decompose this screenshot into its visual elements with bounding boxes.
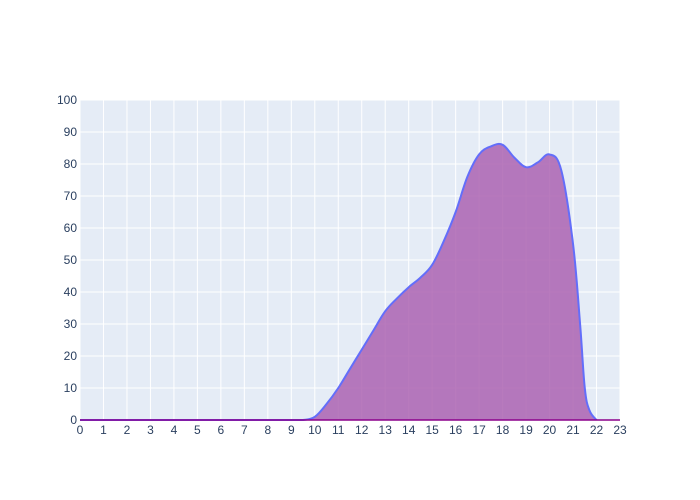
- x-tick-label: 5: [194, 423, 201, 437]
- x-tick-label: 9: [288, 423, 295, 437]
- x-tick-label: 13: [379, 423, 393, 437]
- x-tick-label: 19: [519, 423, 533, 437]
- x-tick-label: 10: [308, 423, 322, 437]
- y-tick-label: 30: [64, 317, 78, 331]
- y-axis-ticks: 0 10 20 30 40 50 60 70 80 90 100: [57, 93, 77, 427]
- x-tick-label: 21: [566, 423, 580, 437]
- y-tick-label: 50: [64, 253, 78, 267]
- x-tick-label: 16: [449, 423, 463, 437]
- x-tick-label: 6: [218, 423, 225, 437]
- y-tick-label: 10: [64, 381, 78, 395]
- y-tick-label: 90: [64, 125, 78, 139]
- area-fill: [80, 143, 597, 420]
- x-tick-label: 3: [147, 423, 154, 437]
- y-tick-label: 80: [64, 157, 78, 171]
- x-tick-label: 14: [402, 423, 416, 437]
- y-tick-label: 70: [64, 189, 78, 203]
- x-tick-label: 23: [613, 423, 627, 437]
- x-tick-label: 8: [264, 423, 271, 437]
- x-tick-label: 20: [543, 423, 557, 437]
- x-tick-label: 15: [425, 423, 439, 437]
- y-tick-label: 60: [64, 221, 78, 235]
- y-tick-label: 40: [64, 285, 78, 299]
- x-tick-label: 2: [124, 423, 131, 437]
- y-tick-label: 20: [64, 349, 78, 363]
- x-tick-label: 11: [332, 423, 345, 437]
- x-axis-ticks: 0 1 2 3 4 5 6 7 8 9 10 11 12 13 14 15 16 17 18 19 20 21 22 23: [77, 423, 627, 437]
- x-tick-label: 7: [241, 423, 248, 437]
- y-tick-label: 100: [57, 93, 77, 107]
- x-tick-label: 1: [100, 423, 107, 437]
- x-tick-label: 0: [77, 423, 84, 437]
- x-tick-label: 22: [590, 423, 604, 437]
- x-tick-label: 12: [355, 423, 369, 437]
- x-tick-label: 4: [171, 423, 178, 437]
- y-tick-label: 0: [70, 413, 77, 427]
- x-tick-label: 18: [496, 423, 510, 437]
- x-tick-label: 17: [472, 423, 486, 437]
